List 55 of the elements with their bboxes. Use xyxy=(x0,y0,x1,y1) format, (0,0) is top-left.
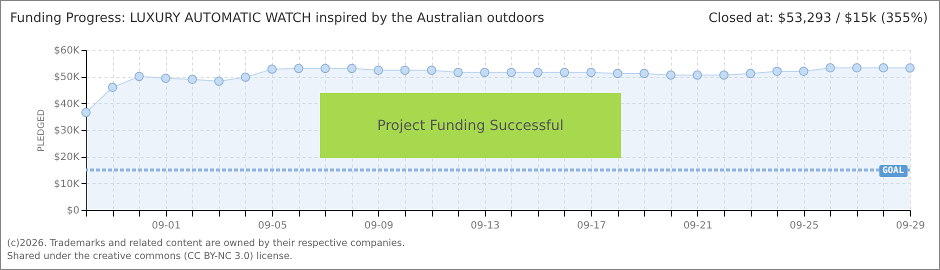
point xyxy=(81,108,91,118)
y-tick-label: $40K xyxy=(54,98,80,110)
ref-line-label: GOAL xyxy=(882,166,905,176)
point xyxy=(878,63,888,73)
point xyxy=(294,64,304,74)
x-tick-label: 09-17 xyxy=(577,220,606,232)
y-axis-title: PLEDGED xyxy=(36,109,47,152)
point xyxy=(480,68,490,78)
chart-title: Funding Progress: LUXURY AUTOMATIC WATCH inspired by the Australian outdoors xyxy=(10,11,544,26)
point xyxy=(560,68,570,78)
text: (c)2026. Trademarks and related content are owned by their respective companies. xyxy=(7,238,405,249)
x-tick-label: 09-29 xyxy=(896,220,926,232)
point xyxy=(719,70,729,80)
y-tick-label: $0 xyxy=(66,206,80,216)
point xyxy=(905,63,915,73)
x-tick-label: 09-21 xyxy=(683,220,712,232)
point xyxy=(586,68,596,78)
point xyxy=(798,66,808,76)
point xyxy=(426,66,436,75)
point xyxy=(772,66,782,76)
point xyxy=(188,74,198,84)
point xyxy=(108,82,118,92)
y-tick-label: $10K xyxy=(54,178,80,190)
x-tick-label: 09-13 xyxy=(470,220,500,232)
point xyxy=(374,66,384,75)
point xyxy=(852,63,862,73)
chart-subtitle: Closed at: $53,293 / $15k (355%) xyxy=(708,11,928,26)
point xyxy=(453,68,463,78)
x-tick-label: 09-25 xyxy=(790,220,819,232)
point xyxy=(666,70,676,80)
y-tick-label: $30K xyxy=(54,126,80,136)
success-banner: Project Funding Successful xyxy=(320,93,621,158)
x-tick-label: 09-05 xyxy=(258,220,288,232)
annotation: Project Funding Successful xyxy=(377,118,564,134)
point xyxy=(267,64,277,74)
y-tick-label: $50K xyxy=(54,72,80,84)
point xyxy=(400,66,410,75)
point xyxy=(214,76,224,86)
point xyxy=(506,68,516,78)
point xyxy=(161,74,170,83)
point xyxy=(240,72,250,82)
y-tick-label: $60K xyxy=(54,46,80,56)
point xyxy=(640,68,649,78)
point xyxy=(533,68,543,78)
x-tick-label: 09-09 xyxy=(364,220,394,232)
point xyxy=(746,68,756,78)
point xyxy=(134,72,144,82)
point xyxy=(826,63,835,73)
text: Shared under the creative commons (CC BY-NC 3.0) license. xyxy=(7,251,293,262)
point xyxy=(320,64,330,74)
point xyxy=(347,64,356,74)
point xyxy=(692,70,702,80)
point xyxy=(612,68,622,78)
x-tick-label: 09-01 xyxy=(152,220,181,232)
y-tick-label: $20K xyxy=(54,152,80,164)
